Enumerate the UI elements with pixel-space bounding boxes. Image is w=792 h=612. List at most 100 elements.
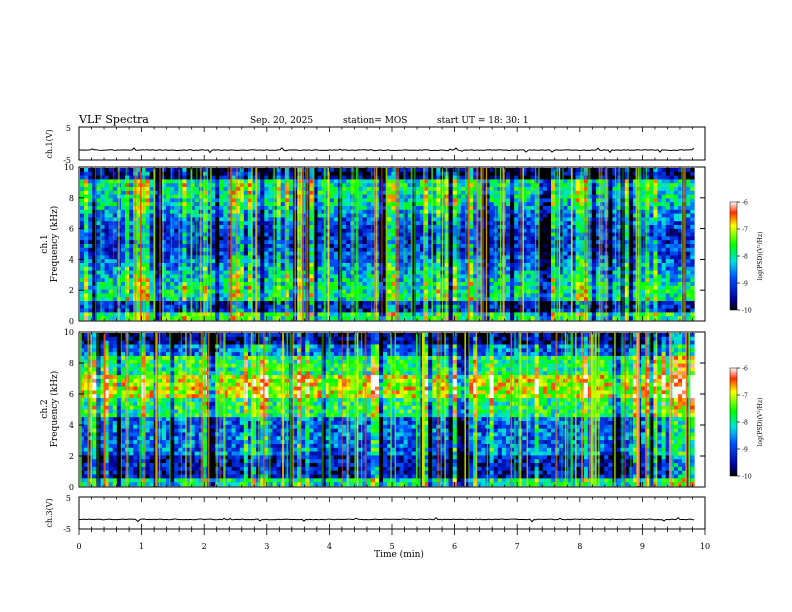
ch1-spectrogram-cell [358,236,363,241]
ch1-spectrogram-cell [510,251,515,256]
ch1-spectrogram-cell [264,285,269,290]
ch1-spectrogram-cell [383,255,388,260]
ch1-spectrogram-cell [215,289,220,294]
ch1-spectrogram-cell [436,251,441,256]
ch1-spectrogram-cell [297,244,302,249]
ch1-spectrogram-cell [219,278,224,283]
ch1-spectrogram-cell [149,225,155,230]
ch1-spectrogram-cell [407,232,413,237]
ch1-spectrogram-cell [473,259,478,264]
ch1-spectrogram-cell [80,266,85,271]
ch1-spectrogram-cell [190,240,195,245]
ch1-spectrogram-cell [448,316,454,321]
ch1-spectrogram-cell [231,308,236,313]
ch1-spectrogram-cell [166,198,171,203]
ch1-spectrogram-cell [256,282,261,287]
ch1-spectrogram-cell [514,244,519,249]
ch1-spectrogram-cell [387,206,392,211]
ch1-spectrogram-cell [370,171,376,176]
ch1-spectrogram-cell [567,209,572,214]
ch1-spectrogram-cell [378,244,384,249]
ch1-spectrogram-cell [366,213,372,218]
ch1-spectrogram-cell [80,312,85,317]
ch1-spectrogram-cell [280,209,286,214]
ch1-spectrogram-cell [460,213,466,218]
ch1-spectrogram-cell [489,206,494,211]
ch1-spectrogram-cell [432,293,437,298]
ch1-spectrogram-cell [473,225,478,230]
ch1-spectrogram-cell [149,274,155,279]
ch1-spectrogram-cell [575,285,580,290]
ch1-spectrogram-cell [575,198,580,203]
ch1-spectrogram-cell [166,282,171,287]
ch1-spectrogram-cell [514,247,519,252]
ch1-spectrogram-cell [530,190,535,195]
ch1-spectrogram-cell [108,202,114,207]
ch1-spectrogram-cell [469,168,474,173]
ch1-spectrogram-cell [465,202,470,207]
ch1-spectrogram-cell [252,270,257,275]
ch1-spectrogram-cell [276,183,281,188]
ch1-spectrogram-cell [452,312,458,317]
ch1-spectrogram-cell [288,187,294,192]
ch1-spectrogram-cell [419,263,425,268]
ch1-spectrogram-cell [235,297,241,302]
ch1-spectrogram-cell [514,282,519,287]
ch1-spectrogram-cell [317,217,322,222]
ch1-spectrogram-cell [436,206,441,211]
ch1-spectrogram-cell [571,179,576,184]
ch1-spectrogram-cell [157,316,163,321]
ch1-spectrogram-cell [153,179,159,184]
ch1-spectrogram-cell [280,183,286,188]
ch1-spectrogram-cell [571,190,576,195]
ch1-spectrogram-cell [329,259,335,264]
ch1-spectrogram-cell [223,244,228,249]
ch1-spectrogram-cell [538,206,544,211]
ch1-spectrogram-cell [92,240,97,245]
ch1-spectrogram-cell [88,209,93,214]
ch1-spectrogram-cell [223,263,228,268]
ch1-spectrogram-cell [223,293,228,298]
ch1-spectrogram-cell [174,221,179,226]
ch1-spectrogram-cell [551,263,556,268]
ch1-spectrogram-cell [129,240,134,245]
ch1-spectrogram-cell [542,198,548,203]
ch1-spectrogram-cell [153,232,159,237]
ch1-spectrogram-cell [182,232,187,237]
ch1-spectrogram-cell [313,221,318,226]
ch1-spectrogram-cell [235,316,241,321]
ch1-spectrogram-cell [542,278,548,283]
ch1-spectrogram-cell [546,312,552,317]
ch1-spectrogram-cell [567,187,572,192]
ch1-spectrogram-cell [96,209,101,214]
ch1-spectrogram-cell [125,171,130,176]
ch1-spectrogram-cell [551,225,556,230]
ch1-spectrogram-cell [551,183,556,188]
ch1-spectrogram-cell [411,175,417,180]
ch1-spectrogram-cell [313,266,318,271]
ch1-spectrogram-cell [538,255,544,260]
ch1-spectrogram-cell [485,194,490,199]
ch1-spectrogram-cell [342,217,347,222]
ch1-spectrogram-cell [129,244,134,249]
ch1-spectrogram-cell [211,213,216,218]
ch1-spectrogram-cell [125,251,130,256]
ch1-spectrogram-cell [305,175,310,180]
ch1-spectrogram-cell [153,175,159,180]
ch1-spectrogram-cell [534,308,540,313]
ch1-spectrogram-cell [129,308,134,313]
ch1-spectrogram-cell [170,179,175,184]
ch1-spectrogram-cell [174,202,179,207]
ch1-spectrogram-cell [526,225,531,230]
ch1-spectrogram-cell [202,282,208,287]
ch1-spectrogram-cell [559,297,564,302]
ch1-spectrogram-cell [571,278,576,283]
ch1-spectrogram-cell [108,285,114,290]
ch1-spectrogram-cell [235,293,241,298]
ch1-spectrogram-cell [469,171,474,176]
ch1-spectrogram-cell [174,274,179,279]
ch1-spectrogram-cell [346,297,351,302]
ch1-spectrogram-cell [161,282,167,287]
ch1-spectrogram-cell [227,217,232,222]
ch1-spectrogram-cell [96,194,101,199]
